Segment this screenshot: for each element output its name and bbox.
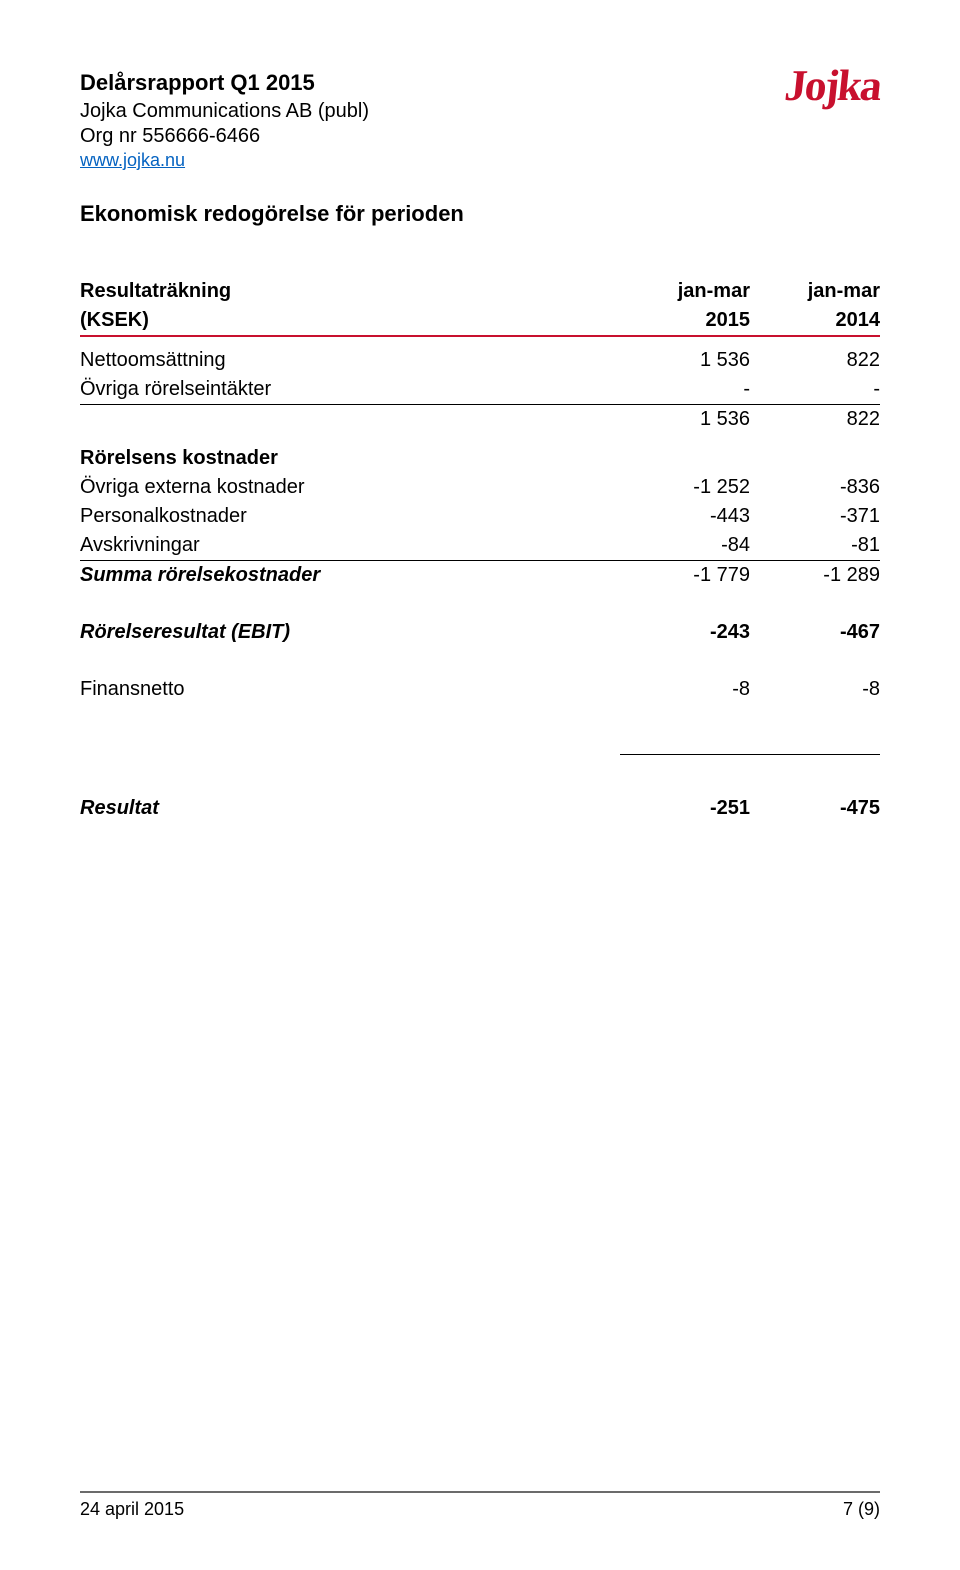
cell-label (80, 405, 620, 435)
cell-value: 822 (750, 405, 880, 435)
table-header-row-1: Resultaträkning jan-mar jan-mar (80, 277, 880, 306)
footer-date: 24 april 2015 (80, 1499, 184, 1520)
col2-period: jan-mar (750, 277, 880, 306)
row-subtotal-income: 1 536 822 (80, 405, 880, 435)
cell-label: Rörelseresultat (EBIT) (80, 618, 620, 647)
footer-rule (80, 1491, 880, 1493)
col2-year: 2014 (750, 306, 880, 336)
cell-label: Övriga rörelseintäkter (80, 375, 620, 405)
cell-value: -475 (750, 794, 880, 823)
cell-label: Rörelsens kostnader (80, 444, 620, 473)
heading-unit: (KSEK) (80, 306, 620, 336)
cell-value: -1 252 (620, 473, 750, 502)
document-header: Delårsrapport Q1 2015 Jojka Communicatio… (80, 60, 880, 171)
heading-label: Resultaträkning (80, 277, 620, 306)
row-deprec: Avskrivningar -84 -81 (80, 531, 880, 561)
cell-value: 822 (750, 346, 880, 375)
cell-label: Summa rörelsekostnader (80, 561, 620, 591)
page-footer: 24 april 2015 7 (9) (80, 1491, 880, 1520)
cell-label: Avskrivningar (80, 531, 620, 561)
report-title: Delårsrapport Q1 2015 (80, 70, 369, 96)
row-result: Resultat -251 -475 (80, 794, 880, 823)
cell-value: -836 (750, 473, 880, 502)
section-title: Ekonomisk redogörelse för perioden (80, 201, 880, 227)
cell-value: -467 (750, 618, 880, 647)
cell-value: -81 (750, 531, 880, 561)
col1-year: 2015 (620, 306, 750, 336)
cell-label: Finansnetto (80, 675, 620, 704)
row-personnel: Personalkostnader -443 -371 (80, 502, 880, 531)
income-statement-table: Resultaträkning jan-mar jan-mar (KSEK) 2… (80, 277, 880, 823)
cell-value: -1 779 (620, 561, 750, 591)
row-other-income: Övriga rörelseintäkter - - (80, 375, 880, 405)
cell-label: Resultat (80, 794, 620, 823)
cell-value: -84 (620, 531, 750, 561)
row-cost-heading: Rörelsens kostnader (80, 444, 880, 473)
cell-value: -443 (620, 502, 750, 531)
row-finnet: Finansnetto -8 -8 (80, 675, 880, 704)
footer-page-number: 7 (9) (843, 1499, 880, 1520)
cell-value: -1 289 (750, 561, 880, 591)
cell-label: Personalkostnader (80, 502, 620, 531)
table-header-row-2: (KSEK) 2015 2014 (80, 306, 880, 336)
cell-value: -8 (750, 675, 880, 704)
org-number: Org nr 556666-6466 (80, 125, 369, 148)
header-text-block: Delårsrapport Q1 2015 Jojka Communicatio… (80, 60, 369, 171)
cell-value: -251 (620, 794, 750, 823)
jojka-logo: Jojka (782, 60, 882, 111)
cell-value: 1 536 (620, 405, 750, 435)
cell-value: - (620, 375, 750, 405)
row-net-sales: Nettoomsättning 1 536 822 (80, 346, 880, 375)
cell-label: Övriga externa kostnader (80, 473, 620, 502)
cell-value: 1 536 (620, 346, 750, 375)
row-other-ext: Övriga externa kostnader -1 252 -836 (80, 473, 880, 502)
cell-value: - (750, 375, 880, 405)
company-name: Jojka Communications AB (publ) (80, 100, 369, 123)
website-link[interactable]: www.jojka.nu (80, 150, 185, 170)
cell-value: -8 (620, 675, 750, 704)
row-sum-costs: Summa rörelsekostnader -1 779 -1 289 (80, 561, 880, 591)
cell-value: -243 (620, 618, 750, 647)
row-ebit: Rörelseresultat (EBIT) -243 -467 (80, 618, 880, 647)
cell-value: -371 (750, 502, 880, 531)
col1-period: jan-mar (620, 277, 750, 306)
cell-label: Nettoomsättning (80, 346, 620, 375)
